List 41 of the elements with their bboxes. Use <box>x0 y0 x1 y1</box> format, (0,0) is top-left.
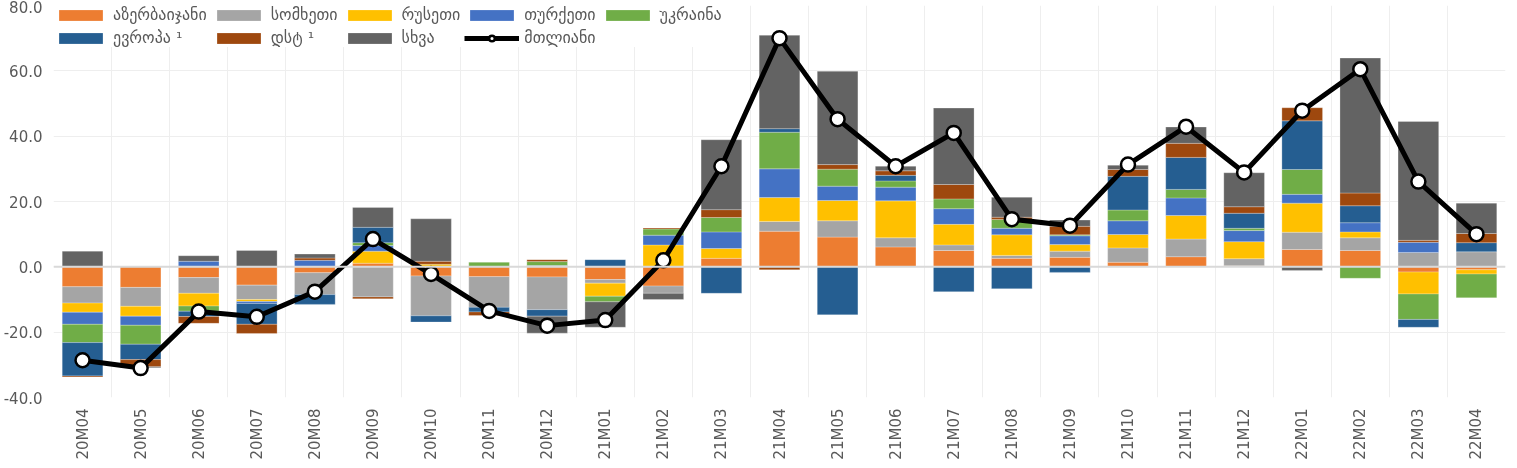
legend-label: მთლიანი <box>524 28 596 47</box>
x-tick-label: 21M03 <box>712 408 731 460</box>
y-tick-label: 60.0 <box>9 62 43 81</box>
y-tick-label: -40.0 <box>3 389 43 408</box>
legend-label: რუსეთი <box>401 5 461 24</box>
y-tick-label: 0.0 <box>18 258 43 277</box>
y-tick-label: 80.0 <box>9 0 43 17</box>
x-tick-label: 21M02 <box>654 408 673 460</box>
x-tick-label: 21M10 <box>1118 408 1137 460</box>
x-tick-label: 20M04 <box>73 408 92 460</box>
legend-label: დსტ ¹ <box>270 28 315 47</box>
x-tick-label: 20M05 <box>131 408 150 460</box>
x-tick-label: 21M12 <box>1235 408 1254 460</box>
x-tick-label: 21M04 <box>770 408 789 460</box>
x-tick-label: 20M09 <box>363 408 382 460</box>
legend-label: სხვა <box>401 28 435 47</box>
x-tick-label: 21M09 <box>1060 408 1079 460</box>
x-tick-label: 21M07 <box>944 408 963 460</box>
x-tick-label: 22M01 <box>1293 408 1312 460</box>
x-tick-label: 22M04 <box>1467 408 1486 460</box>
legend-label: სომხეთი <box>270 5 338 24</box>
legend-label: უკრაინა <box>659 5 722 24</box>
x-tick-label: 20M08 <box>305 408 324 460</box>
x-tick-label: 20M11 <box>480 408 499 460</box>
y-tick-label: 20.0 <box>9 193 43 212</box>
y-tick-label: 40.0 <box>9 128 43 147</box>
x-tick-label: 21M01 <box>596 408 615 460</box>
x-tick-label: 22M03 <box>1409 408 1428 460</box>
y-tick-label: -20.0 <box>3 324 43 343</box>
x-tick-label: 21M11 <box>1177 408 1196 460</box>
x-tick-label: 22M02 <box>1351 408 1370 460</box>
x-tick-label: 21M06 <box>886 408 905 460</box>
legend-label: თურქეთი <box>524 5 596 24</box>
x-tick-label: 21M08 <box>1002 408 1021 460</box>
x-tick-label: 20M12 <box>538 408 557 460</box>
legend-label: ევროპა ¹ <box>113 28 183 47</box>
x-tick-label: 20M10 <box>422 408 441 460</box>
x-tick-label: 21M05 <box>828 408 847 460</box>
x-tick-label: 20M07 <box>247 408 266 460</box>
x-tick-label: 20M06 <box>189 408 208 460</box>
legend-label: აზერბაიჯანი <box>113 5 207 24</box>
